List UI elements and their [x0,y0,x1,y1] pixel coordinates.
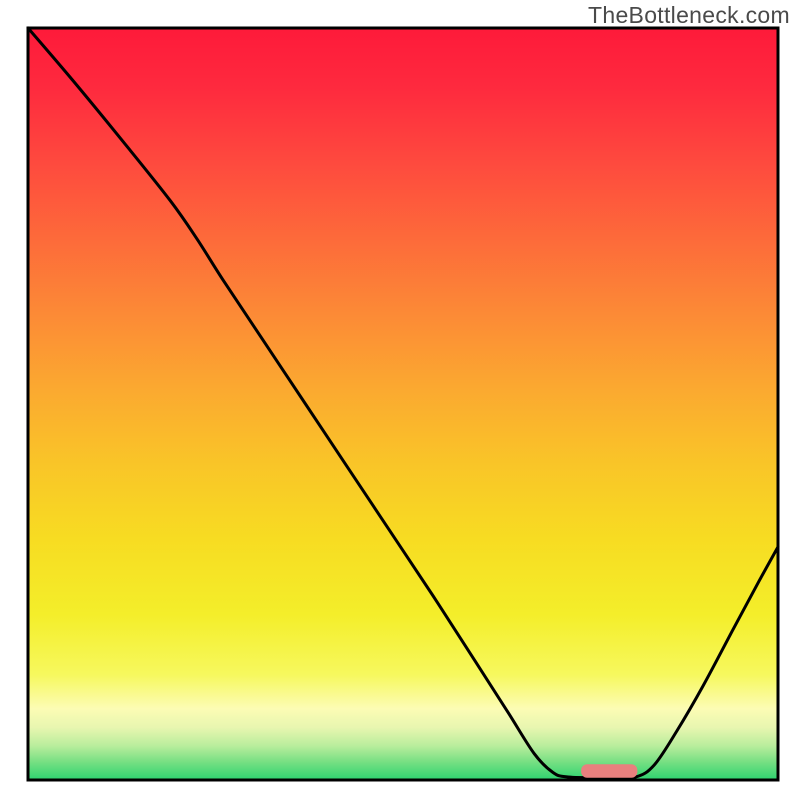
watermark-text: TheBottleneck.com [588,2,790,29]
gradient-background [28,28,778,780]
chart-container: TheBottleneck.com [0,0,800,800]
bottleneck-chart [0,0,800,800]
optimal-range-marker [581,764,637,778]
